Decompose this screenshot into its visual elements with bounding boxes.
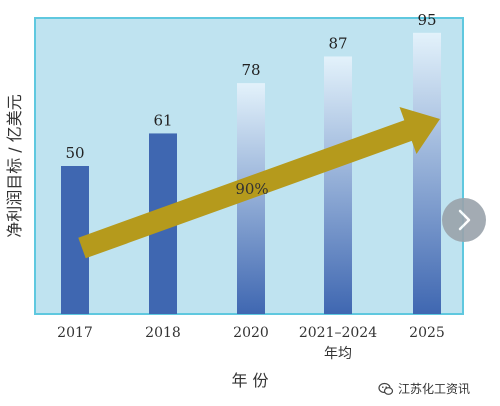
x-tick-label-5: 2025: [409, 325, 445, 341]
trend-arrow: [78, 107, 441, 259]
chevron-right-icon: [458, 209, 471, 231]
x-tick-label-3: 2020: [233, 325, 269, 341]
data-label-1: 50: [65, 144, 84, 162]
next-button[interactable]: [442, 198, 486, 242]
x-tick-sublabel-4: 年均: [324, 346, 352, 362]
x-tick-label-2: 2018: [145, 325, 181, 341]
bar-4: [324, 56, 352, 314]
wechat-icon: [378, 382, 394, 395]
data-label-5: 95: [417, 11, 436, 29]
data-label-2: 61: [153, 111, 172, 129]
x-tick-label-4: 2021–2024: [299, 325, 377, 341]
y-axis-title: 净利润目标 / 亿美元: [5, 94, 24, 238]
growth-annotation: 90%: [235, 180, 268, 198]
watermark-text: 江苏化工资讯: [398, 382, 471, 396]
bar-5: [413, 32, 441, 315]
data-label-3: 78: [241, 61, 260, 79]
source-watermark: 江苏化工资讯: [378, 380, 470, 397]
x-tick-label-1: 2017: [57, 325, 93, 341]
x-axis-title: 年 份: [231, 371, 268, 390]
data-label-4: 87: [328, 34, 347, 52]
